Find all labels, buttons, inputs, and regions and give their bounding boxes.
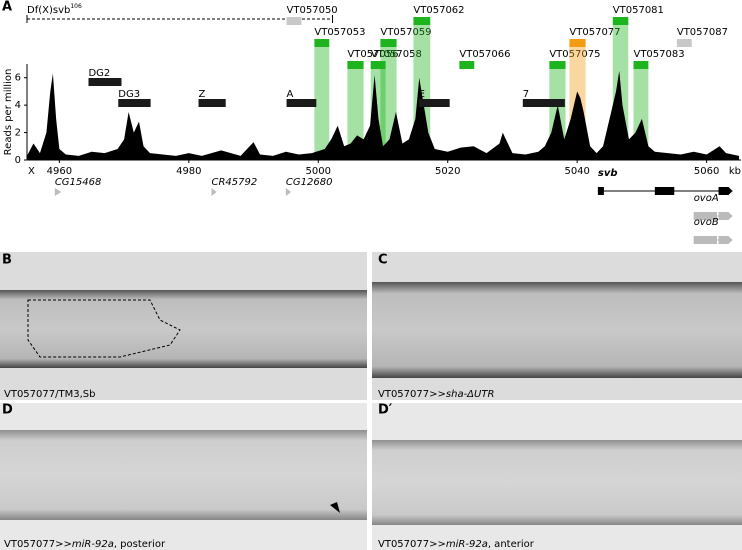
fragment-label: VT057053 xyxy=(314,27,365,38)
fragment xyxy=(380,39,397,47)
fragment xyxy=(370,61,386,69)
x-tick-label: 5060 xyxy=(694,166,719,177)
panel-label: A xyxy=(2,0,12,15)
y-tick-label: 0 xyxy=(15,155,21,166)
x-tick-label: 5020 xyxy=(435,166,460,177)
fragment-label: VT057066 xyxy=(459,49,510,60)
feature xyxy=(198,99,226,107)
fragment-band xyxy=(314,47,330,160)
feature xyxy=(118,99,151,107)
panel-caption: VT057077/TM3,Sb xyxy=(4,389,95,400)
fragment-label: VT057077 xyxy=(569,27,620,38)
gene xyxy=(211,188,217,196)
feature-label: DG3 xyxy=(118,89,140,100)
micrograph-c xyxy=(372,252,742,400)
fragment xyxy=(549,61,566,69)
y-tick-label: 6 xyxy=(15,73,21,84)
gene-exon xyxy=(693,212,717,220)
fragment xyxy=(569,39,586,47)
fragment-label: VT057087 xyxy=(677,27,728,38)
feature xyxy=(522,99,565,107)
fragment xyxy=(633,61,649,69)
x-unit-label: kb xyxy=(729,166,741,177)
panel-caption: VT057077>>miR-92a, anterior xyxy=(378,539,535,550)
fragment xyxy=(413,17,431,25)
gene-arrow xyxy=(718,212,733,220)
x-tick-label: 4980 xyxy=(176,166,201,177)
panel-label: B xyxy=(2,253,12,268)
micrographs xyxy=(0,252,742,550)
panel-label: D′ xyxy=(378,403,393,418)
y-tick-label: 4 xyxy=(15,100,21,111)
coverage-area xyxy=(27,70,739,160)
fragment xyxy=(347,61,364,69)
gene-label: CG15468 xyxy=(55,177,102,188)
deficiency-superscript: 106 xyxy=(70,3,82,10)
fragment xyxy=(314,39,330,47)
caption-part: VT057077>> xyxy=(4,539,72,550)
caption-part: , anterior xyxy=(488,539,535,550)
feature xyxy=(286,99,317,107)
micrograph-d xyxy=(0,403,367,550)
caption-part: VT057077>> xyxy=(378,539,446,550)
caption-part: VT057077/TM3,Sb xyxy=(4,389,95,400)
caption-part: miR-92a xyxy=(446,539,488,550)
fragment-label: VT057083 xyxy=(633,49,684,60)
feature-label: A xyxy=(287,89,294,100)
fragment-label: VT057062 xyxy=(413,5,464,16)
fragment xyxy=(286,17,302,25)
fragment-label: VT057050 xyxy=(287,5,338,16)
gene-exon xyxy=(654,187,675,195)
fragment-label: VT057056 xyxy=(347,49,398,60)
x-tick-label: 5040 xyxy=(564,166,589,177)
fragment-label: VT057075 xyxy=(549,49,600,60)
feature-label: 7 xyxy=(523,89,529,100)
gene-label: ovoB xyxy=(694,217,719,228)
chromosome-label: X xyxy=(28,166,35,177)
panel-caption: VT057077>>miR-92a, posterior xyxy=(4,539,166,550)
fragment-label: VT057081 xyxy=(613,5,664,16)
x-tick-label: 5000 xyxy=(306,166,331,177)
panel-caption: VT057077>>sha-ΔUTR xyxy=(378,389,494,400)
gene xyxy=(54,188,62,196)
feature-label: DG2 xyxy=(88,68,110,79)
caption-part: sha-ΔUTR xyxy=(446,389,495,400)
deficiency-label: Df(X)svb106 xyxy=(27,3,82,17)
y-tick-label: 2 xyxy=(15,128,21,139)
feature-label: E xyxy=(419,89,425,100)
fragment-label: VT057058 xyxy=(371,49,422,60)
panel-label: C xyxy=(378,253,388,268)
micrograph-b xyxy=(0,252,367,400)
gene-exon xyxy=(693,236,717,244)
caption-part: , posterior xyxy=(114,539,166,550)
feature xyxy=(418,99,450,107)
feature xyxy=(88,78,122,86)
deficiency-name: Df(X)svb xyxy=(27,5,70,16)
gene-label: CR45792 xyxy=(211,177,257,188)
gene xyxy=(285,188,292,196)
gene-exon xyxy=(597,187,604,195)
gene-label: svb xyxy=(598,168,618,179)
caption-part: VT057077>> xyxy=(378,389,446,400)
gene-label: CG12680 xyxy=(286,177,333,188)
caption-part: miR-92a xyxy=(72,539,114,550)
fragment-label: VT057059 xyxy=(380,27,431,38)
gene-label: ovoA xyxy=(694,193,719,204)
y-axis-title: Reads per million xyxy=(3,69,14,156)
gene-arrow xyxy=(718,187,733,195)
panel-label: D xyxy=(2,403,13,418)
feature-label: Z xyxy=(199,89,206,100)
gene-arrow xyxy=(718,236,733,244)
x-tick-label: 4960 xyxy=(47,166,72,177)
fragment xyxy=(676,39,692,47)
fragment xyxy=(459,61,475,69)
micrograph-d-prime xyxy=(372,403,742,550)
fragment xyxy=(612,17,629,25)
